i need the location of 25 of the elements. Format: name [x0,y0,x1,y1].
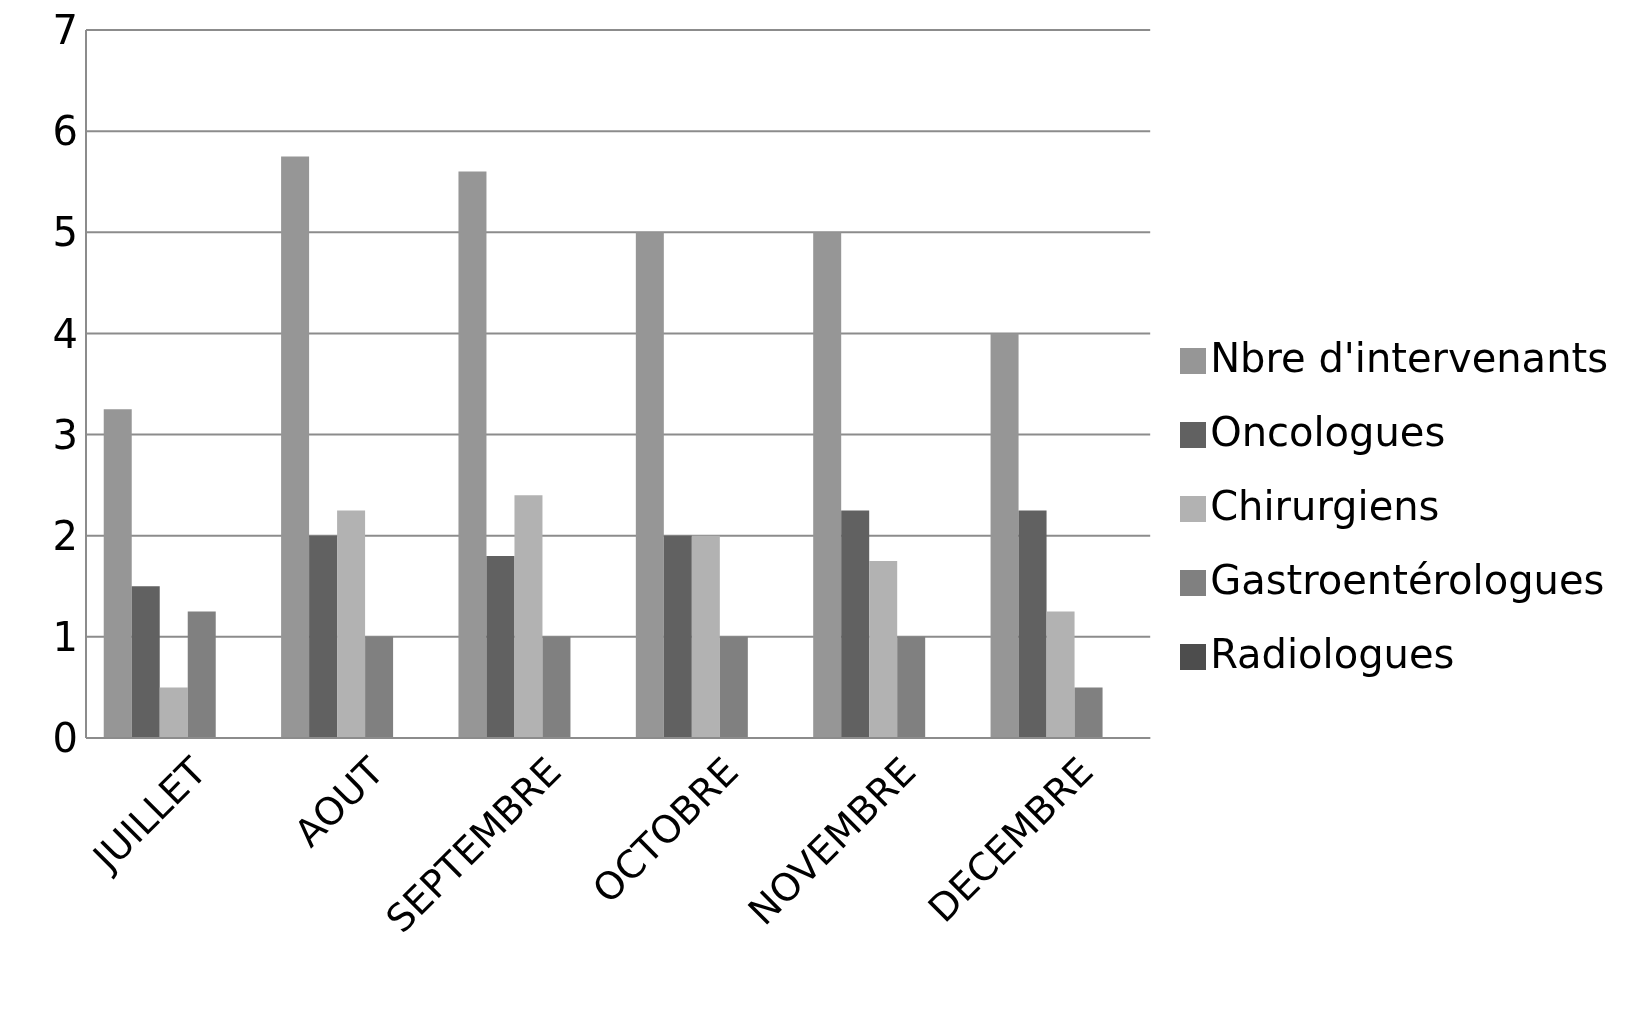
y-tick-label: 1 [52,614,78,661]
bar [514,495,543,738]
bar [309,535,338,738]
bar [663,535,692,738]
bar [159,687,188,738]
y-tick-label: 7 [52,7,78,54]
y-tick-label: 4 [52,310,78,357]
bar [691,535,720,738]
y-tick-label: 6 [52,108,78,155]
legend-label: Radiologues [1210,630,1455,677]
legend-label: Chirurgiens [1210,482,1440,529]
legend-label: Gastroentérologues [1210,556,1605,603]
bar [131,586,160,738]
bar [1046,611,1075,738]
y-tick-label: 0 [52,715,78,762]
y-tick-label: 2 [52,512,78,559]
bar [841,510,870,738]
bar [337,510,366,738]
bar [869,561,898,738]
bar [486,555,515,738]
legend-label: Oncologues [1210,408,1446,455]
bar [1018,510,1047,738]
y-tick-label: 3 [52,411,78,458]
y-tick-label: 5 [52,209,78,256]
legend-label: Nbre d'intervenants [1210,334,1608,381]
